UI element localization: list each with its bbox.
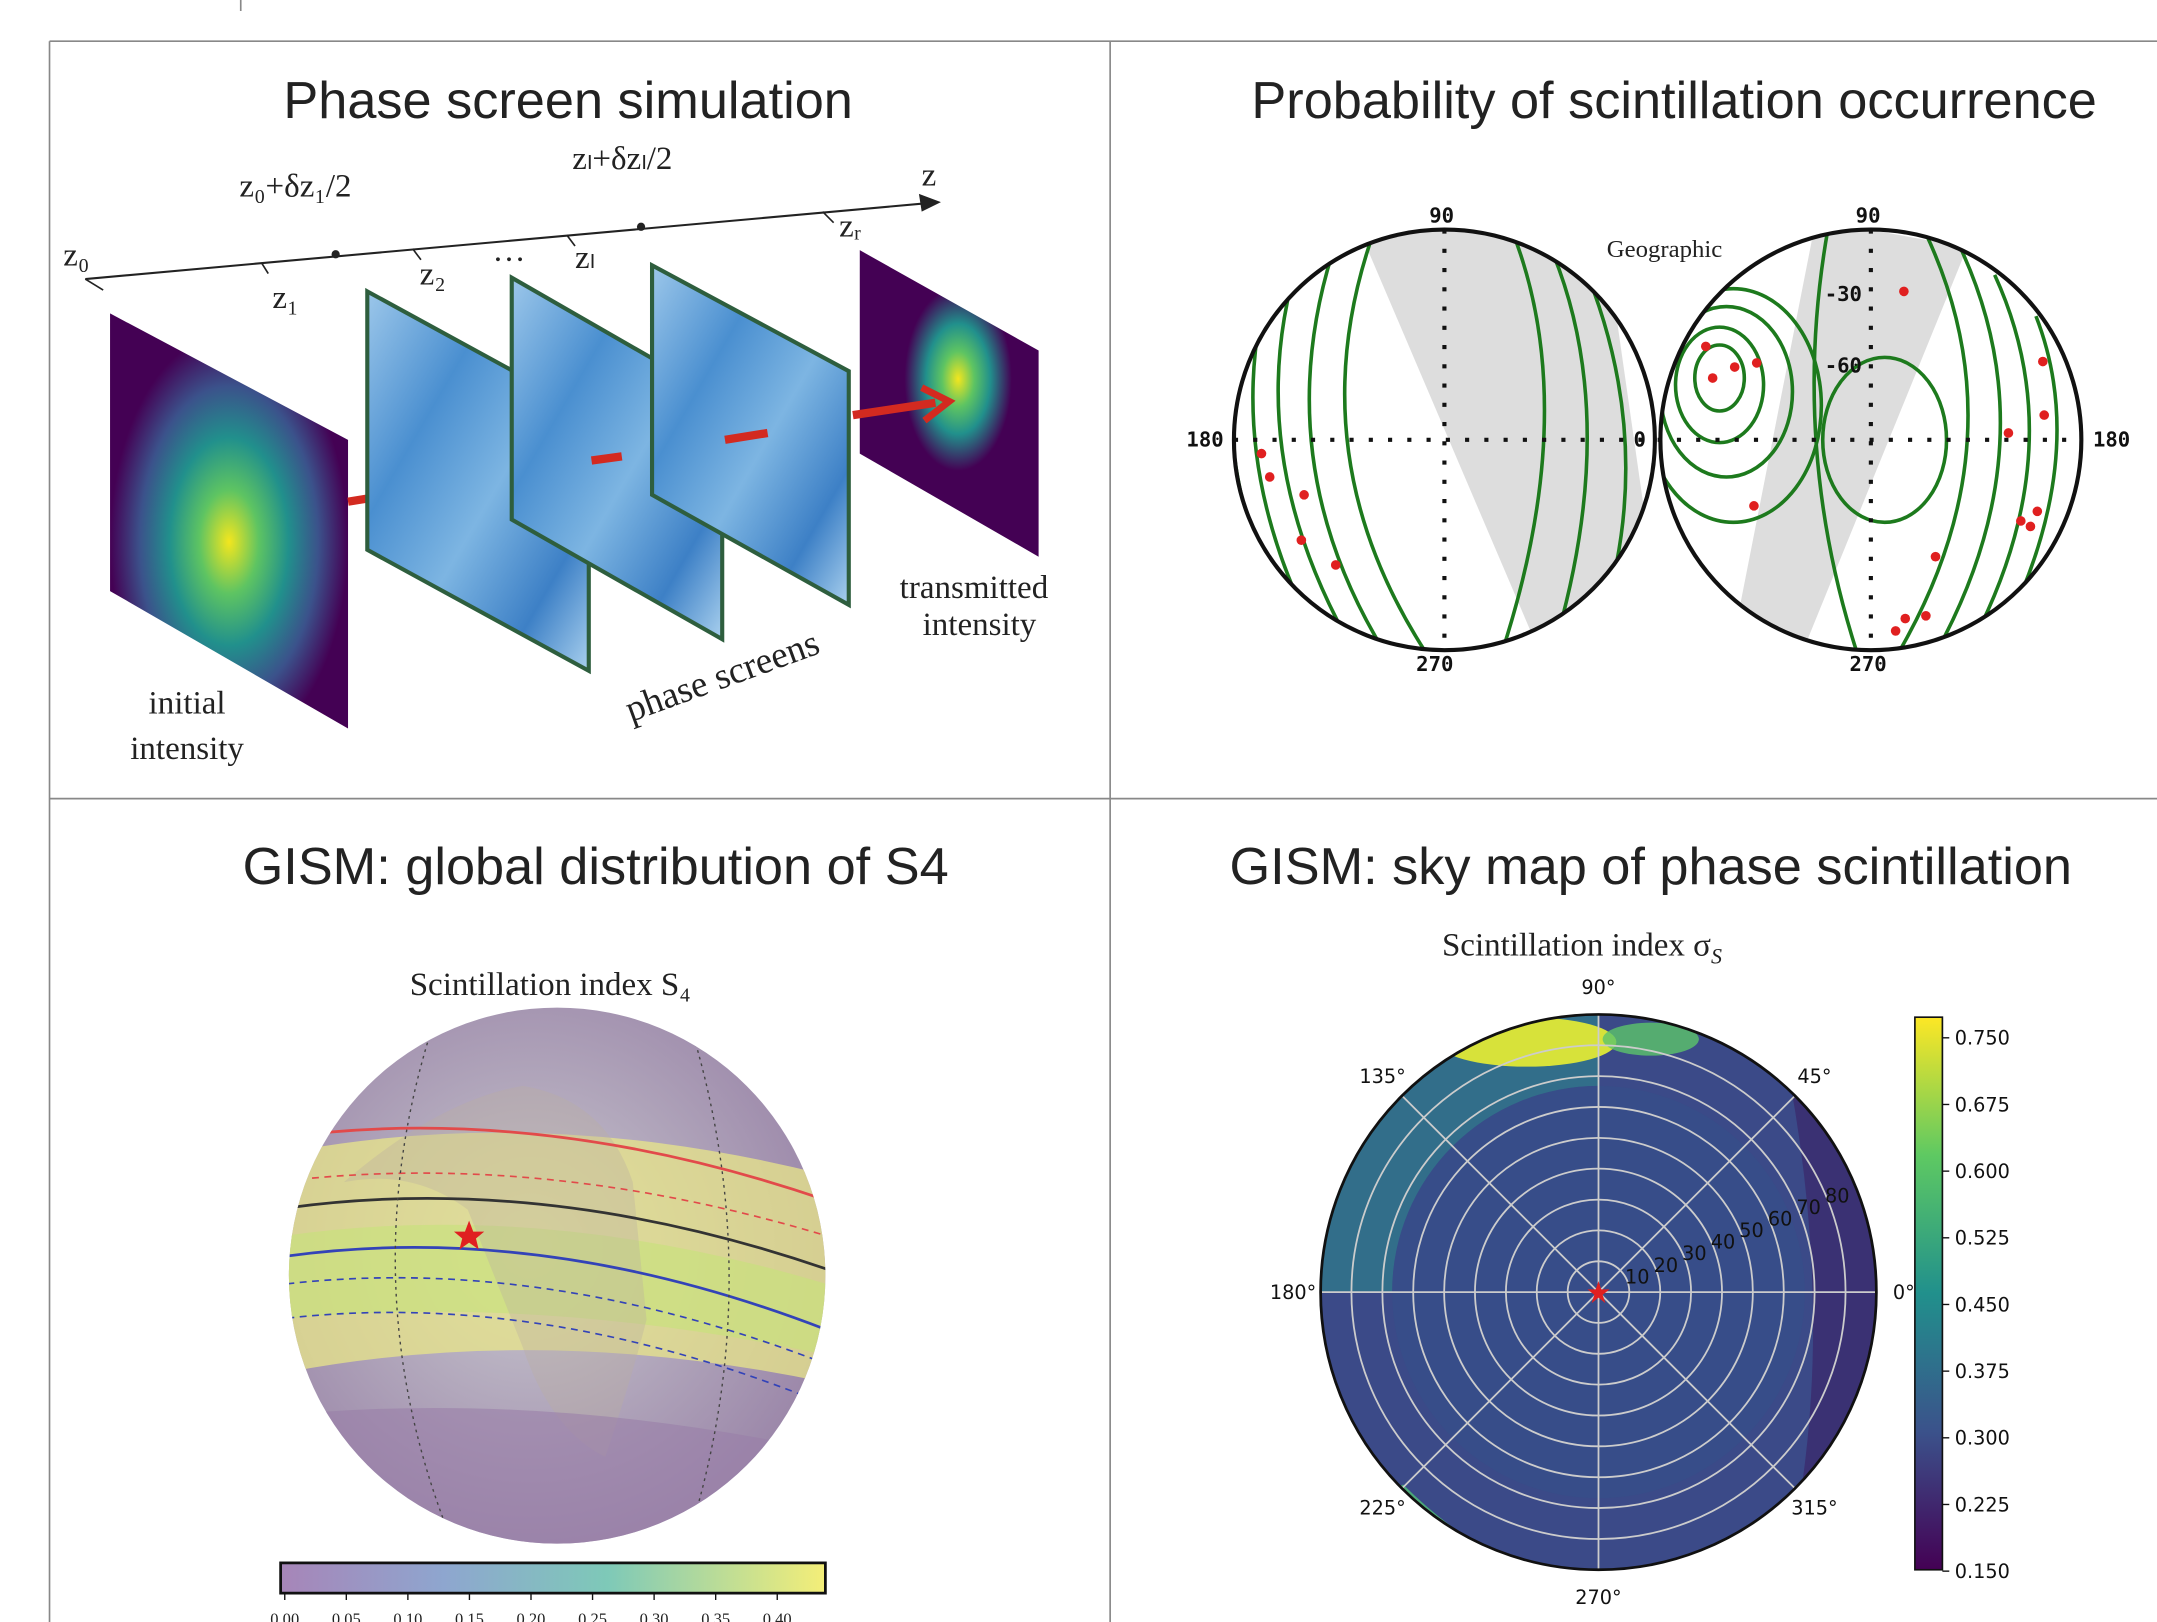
sky-map-panel: GISM: sky map of phase scintillation Sci…	[1230, 838, 2072, 1609]
z-label: zᵣ	[839, 208, 861, 244]
z-label: zₗ	[575, 240, 595, 276]
midpoint-label: z₀+δz₁/2	[239, 169, 351, 205]
phase-screen-panel: Phase screen simulation z₀ z₁ z₂ … zₗ zᵣ…	[63, 72, 1048, 767]
panel-title: GISM: global distribution of S4	[243, 838, 949, 896]
angle-label: 90	[1856, 204, 1881, 228]
midpoint-label: zₗ+δzₗ/2	[572, 141, 672, 177]
colorbar-tick-label: 0.225	[1955, 1493, 2010, 1516]
phase-screen	[367, 265, 848, 671]
radial-label: 80	[1825, 1185, 1850, 1208]
colorbar-tick-label: 0.300	[1955, 1427, 2010, 1450]
panel-title: GISM: sky map of phase scintillation	[1230, 838, 2072, 896]
angle-label: 180	[1186, 428, 1223, 452]
radial-label: 50	[1739, 1219, 1764, 1242]
transmitted-label: transmitted	[900, 570, 1049, 606]
radial-label: 60	[1768, 1208, 1793, 1231]
angle-label: 225°	[1359, 1497, 1405, 1520]
colorbar-tick-label: 0.600	[1955, 1160, 2010, 1183]
colorbar-tick-label: 0.150	[1955, 1560, 2010, 1583]
colorbar-tick-label: 0.25	[578, 1610, 607, 1622]
angle-label: 90	[1429, 204, 1454, 228]
initial-label: initial	[149, 685, 226, 721]
subtitle: Scintillation index S₄	[410, 967, 691, 1003]
angle-label: 45°	[1797, 1065, 1831, 1088]
panel-title: Phase screen simulation	[283, 72, 852, 130]
angle-label: 0°	[1893, 1281, 1915, 1304]
colorbar-tick-label: 0.15	[455, 1610, 484, 1622]
angle-label: 270°	[1575, 1586, 1621, 1609]
radial-label: 20	[1654, 1254, 1679, 1277]
z-label: …	[492, 233, 525, 269]
colorbar-tick-label: 0.525	[1955, 1227, 2010, 1250]
angle-label: 0	[1634, 428, 1646, 452]
colorbar-tick-label: 0.40	[763, 1610, 792, 1622]
transmitted-label: intensity	[923, 607, 1037, 643]
angle-label: 270	[1849, 652, 1886, 676]
radial-label: 10	[1625, 1265, 1650, 1288]
colorbar-tick-label: 0.675	[1955, 1093, 2010, 1116]
probability-panel: Probability of scintillation occurrence …	[1186, 72, 2130, 676]
subtitle-text: Scintillation index σ	[1442, 927, 1711, 963]
subtitle-sub: S	[1711, 944, 1722, 969]
angle-label: 90°	[1581, 976, 1615, 999]
colorbar-tick-label: 0.00	[270, 1610, 299, 1622]
global-panel: GISM: global distribution of S4 Scintill…	[243, 838, 949, 1622]
angle-label: 180°	[1270, 1281, 1316, 1304]
colorbar-tick-label: 0.30	[640, 1610, 669, 1622]
initial-label: intensity	[130, 731, 244, 767]
radial-label: 70	[1796, 1196, 1821, 1219]
subtitle: Scintillation index σS	[1442, 927, 1722, 968]
radial-label: 40	[1711, 1231, 1736, 1254]
z-label: z	[922, 158, 937, 194]
angle-label: 270	[1416, 652, 1453, 676]
z-label: z₁	[272, 280, 298, 316]
colorbar-tick-label: 0.05	[332, 1610, 361, 1622]
colorbar-tick-label: 0.450	[1955, 1293, 2010, 1316]
note: Geographic	[1607, 236, 1723, 263]
angle-label: 135°	[1359, 1065, 1405, 1088]
colorbar-tick-label: 0.375	[1955, 1360, 2010, 1383]
angle-label: -30	[1825, 282, 1862, 306]
panel-title: Probability of scintillation occurrence	[1251, 72, 2096, 130]
angle-label: -60	[1825, 354, 1862, 378]
z-label: z₀	[63, 237, 89, 273]
colorbar-tick-label: 0.750	[1955, 1027, 2010, 1050]
radial-label: 30	[1682, 1242, 1707, 1265]
angle-label: 180	[2093, 428, 2130, 452]
z-label: z₂	[420, 257, 446, 293]
colorbar-tick-label: 0.10	[393, 1610, 422, 1622]
angle-label: 315°	[1791, 1497, 1837, 1520]
colorbar-tick-label: 0.20	[517, 1610, 546, 1622]
colorbar-tick-label: 0.35	[701, 1610, 730, 1622]
figure: Phase screen simulation z₀ z₁ z₂ … zₗ zᵣ…	[0, 0, 2157, 1622]
